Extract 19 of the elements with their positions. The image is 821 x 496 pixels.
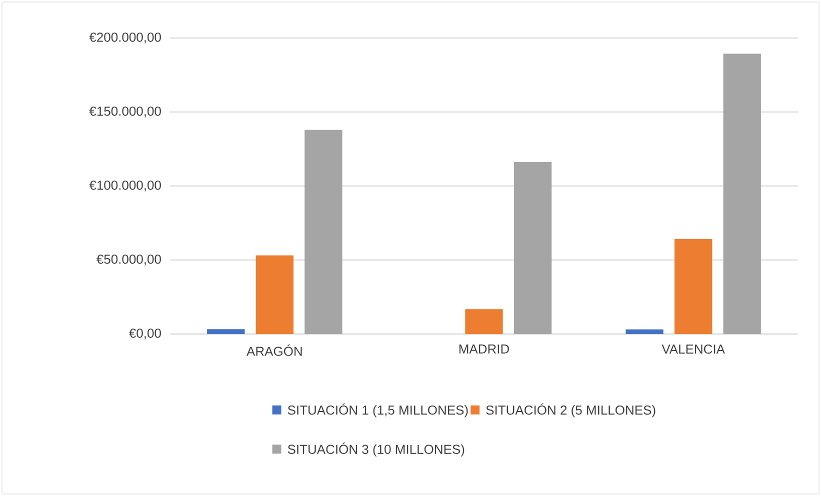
bar [207, 329, 245, 334]
x-tick-label: MADRID [459, 344, 510, 354]
bar [304, 130, 342, 334]
bar [674, 238, 712, 334]
bar [514, 162, 552, 334]
legend-label: SITUACIÓN 2 (5 MILLONES) [486, 403, 656, 418]
x-tick-label: VALENCIA [662, 344, 725, 354]
bar [465, 309, 503, 334]
bar [256, 255, 294, 334]
y-tick-label: €50.000,00 [96, 254, 161, 266]
x-tick-label: ARAGÓN [246, 344, 302, 356]
legend-label: SITUACIÓN 3 (10 MILLONES) [288, 442, 464, 457]
y-tick-label: €100.000,00 [89, 180, 161, 192]
y-tick-label: €200.000,00 [89, 32, 161, 44]
bar [723, 54, 761, 334]
legend-label: SITUACIÓN 1 (1,5 MILLONES) [288, 403, 468, 418]
y-tick-label: €150.000,00 [89, 106, 161, 118]
y-tick-label: €0,00 [129, 328, 161, 340]
bar [626, 329, 664, 334]
